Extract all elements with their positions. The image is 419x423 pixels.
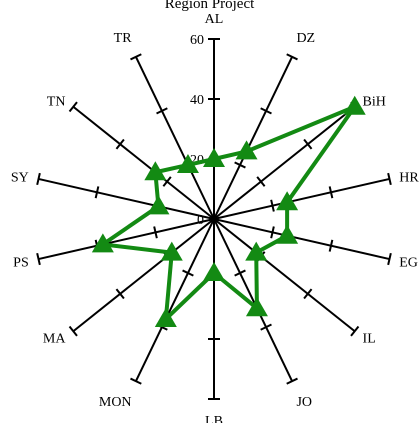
tick-mark (256, 176, 266, 187)
axis-label-TN: TN (47, 95, 66, 110)
tick-mark (94, 186, 100, 199)
axis-label-MON: MON (99, 395, 132, 410)
tick-mark (130, 53, 142, 61)
tick-mark (182, 269, 194, 277)
data-point-HR (276, 191, 299, 211)
axis-label-PS: PS (13, 255, 29, 270)
data-point-EG (276, 224, 299, 244)
data-point-TN (144, 161, 167, 181)
tick-label: 60 (190, 33, 204, 48)
tick-mark (115, 138, 125, 150)
tick-mark (303, 288, 313, 300)
axis-label-JO: JO (296, 395, 312, 410)
axis-line-TN (72, 105, 215, 220)
tick-label: 40 (190, 93, 204, 108)
tick-mark (328, 239, 334, 252)
tick-mark (350, 325, 360, 337)
axis-line-EG (213, 218, 390, 261)
axis-label-MA: MA (43, 331, 66, 346)
tick-mark (36, 252, 41, 266)
tick-mark (68, 325, 78, 337)
tick-mark (162, 176, 172, 187)
axis-line-JO (213, 218, 294, 382)
axis-line-MON (134, 218, 215, 382)
axis-line-IL (213, 218, 356, 333)
axes-layer (36, 38, 392, 400)
axis-label-BiH: BiH (363, 95, 386, 110)
data-point-DZ (235, 140, 258, 160)
data-point-MON (154, 308, 177, 328)
data-point-MA (160, 241, 183, 261)
axis-line-HR (213, 177, 390, 220)
axis-labels: AL DZ BiH HR EG IL JO LB MON MA PS SY TN TR (11, 12, 419, 423)
axis-line-PS (38, 218, 215, 261)
tick-mark (328, 186, 334, 199)
axis-label-EG: EG (399, 255, 418, 270)
data-point-JO (245, 297, 268, 317)
data-point-IL (245, 241, 268, 261)
tick-mark (270, 199, 275, 212)
tick-mark (156, 107, 168, 115)
tick-mark (36, 172, 41, 186)
tick-mark (286, 53, 298, 61)
data-point-PS (91, 233, 114, 253)
series-line (100, 104, 357, 322)
axis-line-BiH (213, 105, 356, 220)
data-point-BiH (343, 95, 366, 115)
axis-line-TR (134, 56, 215, 220)
tick-label: 0 (197, 213, 204, 228)
axis-line-SY (38, 177, 215, 220)
axis-label-TR: TR (114, 31, 133, 46)
tick-mark (303, 138, 313, 150)
axis-line-MA (72, 218, 215, 333)
tick-mark (68, 101, 78, 113)
tick-mark (260, 323, 272, 331)
tick-mark (234, 161, 246, 169)
tick-mark (286, 377, 298, 385)
axis-line-DZ (213, 56, 294, 220)
data-point-LB (203, 262, 225, 281)
axis-label-AL: AL (205, 12, 224, 27)
axis-label-HR: HR (399, 171, 419, 186)
data-point-AL (203, 148, 225, 167)
axis-label-LB: LB (205, 414, 223, 423)
tick-mark (387, 172, 392, 186)
chart-title: Region Project (165, 0, 255, 12)
tick-mark (130, 377, 142, 385)
axis-label-DZ: DZ (296, 31, 315, 46)
data-point-SY (147, 195, 170, 215)
data-point-TR (176, 153, 199, 173)
tick-mark (270, 226, 275, 239)
tick-mark (115, 288, 125, 300)
tick-mark (260, 107, 272, 115)
tick-mark (387, 252, 392, 266)
axis-label-IL: IL (363, 331, 376, 346)
tick-mark (153, 226, 158, 239)
tick-mark (234, 269, 246, 277)
axis-label-SY: SY (11, 171, 29, 186)
series-layer (91, 95, 366, 328)
